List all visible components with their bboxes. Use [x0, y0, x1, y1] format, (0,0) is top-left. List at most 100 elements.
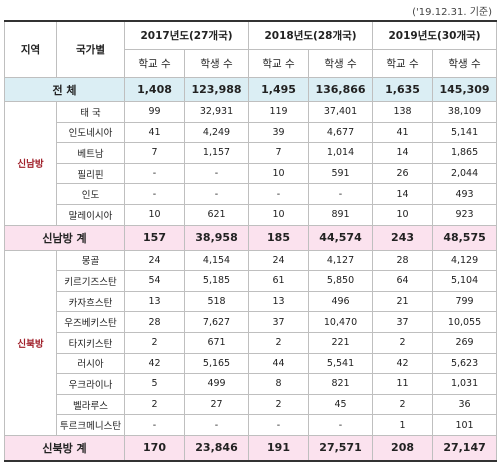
subtotal-row: 신남방 계 157 38,958 185 44,574 243 48,575 [4, 224, 498, 251]
value-cell: 923 [432, 203, 498, 226]
subtotal-label: 신북방 계 [4, 434, 125, 462]
country-row: 우즈베키스탄 28 7,627 37 10,470 37 10,055 [5, 311, 498, 333]
value-cell: 27,571 [308, 434, 374, 462]
country-cell: 필리핀 [56, 162, 125, 185]
value-cell: 5,623 [432, 352, 498, 375]
country-cell: 벨라루스 [56, 393, 125, 416]
value-cell: 39 [248, 121, 310, 144]
country-row: 타지키스탄 2 671 2 221 2 269 [5, 331, 498, 354]
header-cell: 국가별 [56, 20, 125, 78]
value-cell: 5 [124, 373, 185, 395]
value-cell: 10,470 [308, 311, 374, 333]
total-label: 전 체 [4, 77, 125, 102]
value-cell: 61 [248, 270, 310, 292]
value-cell: 2 [248, 393, 310, 416]
value-cell: 101 [432, 414, 498, 436]
table-body: 전 체 1,408 123,988 1,495 136,866 1,635 145,309 신… [4, 77, 498, 462]
value-cell: 1,031 [432, 373, 498, 395]
value-cell: 21 [372, 290, 434, 313]
value-cell: 821 [308, 373, 374, 395]
country-row: 말레이시아 10 621 10 891 10 923 [5, 203, 498, 226]
value-cell: 13 [124, 290, 185, 313]
value-cell: 136,866 [308, 77, 374, 102]
country-row: 러시아 42 5,165 44 5,541 42 5,623 [5, 352, 498, 375]
value-cell: 24 [248, 249, 310, 272]
value-cell: 5,141 [432, 121, 498, 144]
value-cell: 2,044 [432, 162, 498, 185]
country-row: 베트남 7 1,157 7 1,014 14 1,865 [5, 142, 498, 164]
value-cell: - [124, 183, 185, 205]
country-row: 투르크메니스탄 - - - -1 101 [5, 414, 498, 436]
sub-header: 학생 수 [308, 49, 374, 78]
country-row: 인도네시아 41 4,249 39 4,677 41 5,141 [5, 121, 498, 144]
value-cell: 64 [372, 270, 434, 292]
value-cell: - [124, 162, 185, 185]
value-cell: 157 [124, 224, 185, 251]
value-cell: 493 [432, 183, 498, 205]
value-cell: 891 [308, 203, 374, 226]
country-cell: 인도네시아 [56, 121, 125, 144]
value-cell: 621 [183, 203, 250, 226]
value-cell: - [308, 414, 374, 436]
subtotal-label: 신남방 계 [4, 224, 125, 251]
value-cell: 44,574 [308, 224, 374, 251]
value-cell: 119 [248, 101, 310, 123]
value-cell: - [308, 183, 374, 205]
value-cell: 36 [432, 393, 498, 416]
value-cell: 4,677 [308, 121, 374, 144]
table-header: 지역 국가별 2017년도(27개국) 2018년도(28개국) 2019년도(30… [4, 20, 498, 78]
value-cell: 5,185 [183, 270, 250, 292]
country-row: 벨라루스 2 27 2 45 2 36 [5, 393, 498, 416]
sub-header: 학교 수 [124, 49, 185, 78]
value-cell: 37 [372, 311, 434, 333]
value-cell: 10 [248, 162, 310, 185]
value-cell: 518 [183, 290, 250, 313]
subtotal-row: 신북방 계 170 23,846 191 27,571 208 27,147 [4, 434, 498, 462]
value-cell: 27,147 [432, 434, 498, 462]
value-cell: 28 [124, 311, 185, 333]
value-cell: 10 [248, 203, 310, 226]
value-cell: - [124, 414, 185, 436]
value-cell: 123,988 [183, 77, 250, 102]
value-cell: 7 [248, 142, 310, 164]
value-cell: 41 [372, 121, 434, 144]
value-cell: 221 [308, 331, 374, 354]
country-row: 우크라이나 5 499 8 821 11 1,031 [5, 373, 498, 395]
value-cell: 4,249 [183, 121, 250, 144]
value-cell: 799 [432, 290, 498, 313]
value-cell: 5,165 [183, 352, 250, 375]
value-cell: 42 [372, 352, 434, 375]
value-cell: 7,627 [183, 311, 250, 333]
value-cell: 1,157 [183, 142, 250, 164]
value-cell: 243 [372, 224, 434, 251]
value-cell: 269 [432, 331, 498, 354]
value-cell: 10 [372, 203, 434, 226]
value-cell: 26 [372, 162, 434, 185]
value-cell: 45 [308, 393, 374, 416]
header-row: 학교 수 학생 수 학교 수 학생 수 학교 수 학생 수 [5, 49, 498, 78]
country-cell: 말레이시아 [56, 203, 125, 226]
value-cell: 591 [308, 162, 374, 185]
country-cell: 투르크메니스탄 [56, 414, 125, 436]
sub-header: 학교 수 [372, 49, 434, 78]
value-cell: 38,109 [432, 101, 498, 123]
region-cell: 신북방 [4, 249, 57, 436]
value-cell: 37 [248, 311, 310, 333]
value-cell: 1,865 [432, 142, 498, 164]
sub-header: 학생 수 [432, 49, 498, 78]
value-cell: 145,309 [432, 77, 498, 102]
value-cell: 1,408 [124, 77, 185, 102]
value-cell: 27 [183, 393, 250, 416]
value-cell: 4,127 [308, 249, 374, 272]
value-cell: 208 [372, 434, 434, 462]
value-cell: 8 [248, 373, 310, 395]
country-cell: 러시아 [56, 352, 125, 375]
value-cell: 5,850 [308, 270, 374, 292]
value-cell: 10 [124, 203, 185, 226]
value-cell: 185 [248, 224, 310, 251]
country-row: 신북방 몽골 24 4,154 24 4,127 28 4,129 [4, 249, 498, 436]
value-cell: - [183, 414, 250, 436]
value-cell: 48,575 [432, 224, 498, 251]
country-cell: 카자흐스탄 [56, 290, 125, 313]
